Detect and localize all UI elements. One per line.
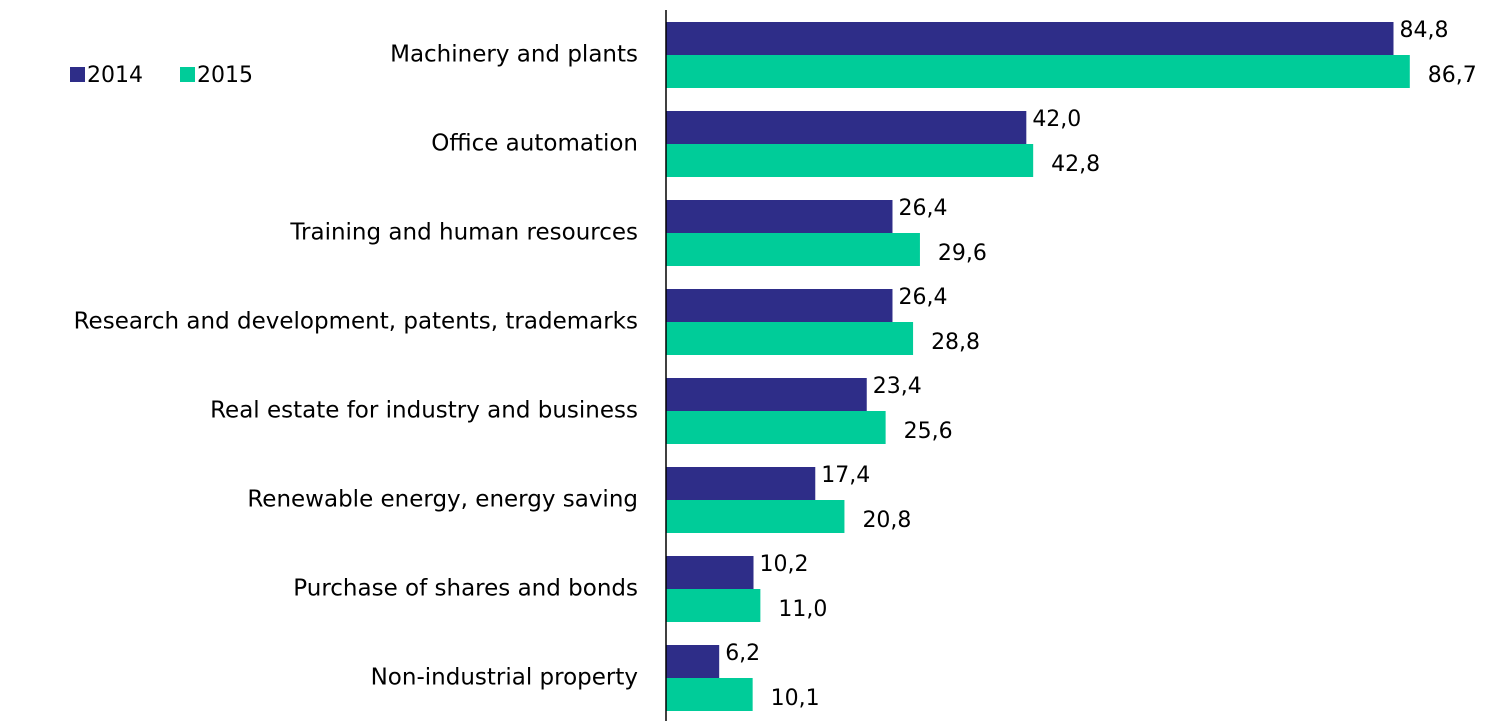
bar bbox=[666, 678, 753, 711]
category-label: Purchase of shares and bonds bbox=[293, 576, 638, 602]
bar bbox=[666, 200, 893, 233]
bar bbox=[666, 589, 761, 622]
category-label: Office automation bbox=[431, 131, 638, 157]
bar bbox=[666, 467, 816, 500]
value-label: 42,8 bbox=[1051, 152, 1100, 177]
bar bbox=[666, 378, 867, 411]
value-label: 28,8 bbox=[931, 330, 980, 355]
category-label: Research and development, patents, trade… bbox=[74, 309, 638, 335]
value-label: 11,0 bbox=[778, 597, 827, 622]
value-label: 86,7 bbox=[1428, 63, 1477, 88]
category-label: Machinery and plants bbox=[390, 42, 638, 68]
value-label: 10,2 bbox=[760, 552, 809, 577]
value-label: 23,4 bbox=[873, 374, 922, 399]
category-label: Real estate for industry and business bbox=[210, 398, 638, 424]
value-label: 6,2 bbox=[725, 641, 760, 666]
bar bbox=[666, 322, 914, 355]
value-label: 29,6 bbox=[938, 241, 987, 266]
bar bbox=[666, 411, 886, 444]
legend-swatch bbox=[70, 67, 85, 82]
value-label: 25,6 bbox=[904, 419, 953, 444]
bar bbox=[666, 645, 720, 678]
category-label: Training and human resources bbox=[289, 220, 638, 246]
value-label: 26,4 bbox=[898, 285, 947, 310]
category-label: Renewable energy, energy saving bbox=[247, 487, 638, 513]
legend-swatch bbox=[180, 67, 195, 82]
value-label: 20,8 bbox=[862, 508, 911, 533]
value-label: 10,1 bbox=[771, 686, 820, 711]
bar bbox=[666, 22, 1394, 55]
bar bbox=[666, 55, 1410, 88]
value-label: 84,8 bbox=[1399, 18, 1448, 43]
bar bbox=[666, 111, 1027, 144]
bar bbox=[666, 289, 893, 322]
legend-label: 2014 bbox=[87, 63, 143, 88]
category-label: Non-industrial property bbox=[371, 665, 638, 691]
value-label: 26,4 bbox=[898, 196, 947, 221]
bar bbox=[666, 556, 754, 589]
legend-label: 2015 bbox=[197, 63, 253, 88]
bar bbox=[666, 144, 1034, 177]
value-label: 17,4 bbox=[821, 463, 870, 488]
value-label: 42,0 bbox=[1032, 107, 1081, 132]
bar bbox=[666, 500, 845, 533]
bar bbox=[666, 233, 920, 266]
